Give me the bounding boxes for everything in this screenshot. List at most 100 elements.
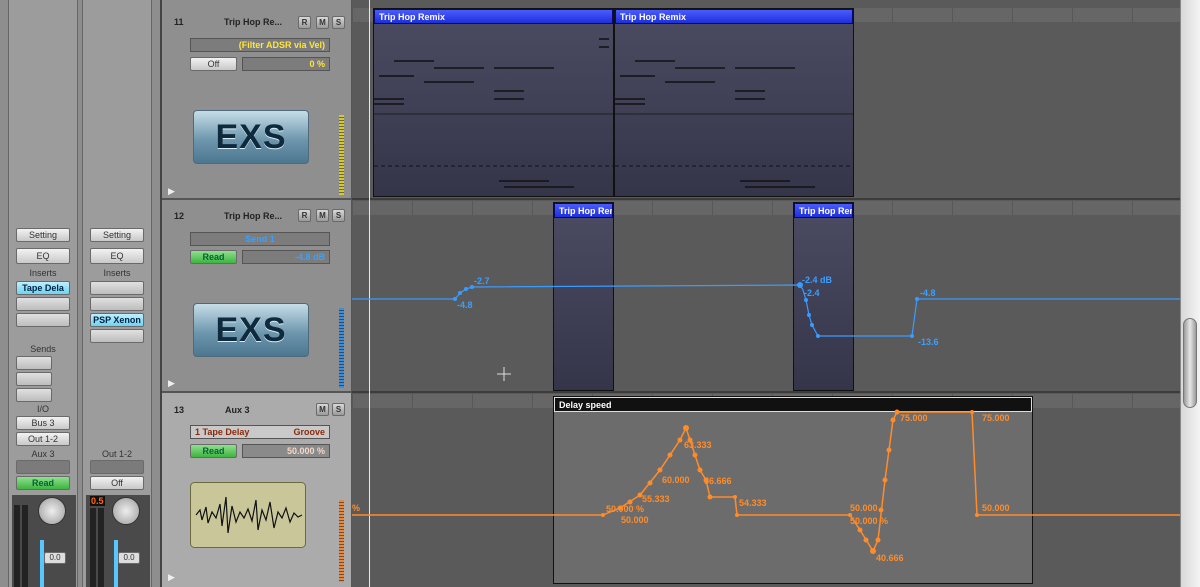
solo-button[interactable]: S	[332, 16, 345, 29]
fader-value: 0.0	[118, 552, 140, 564]
scrollbar[interactable]	[1180, 0, 1200, 587]
eq-button[interactable]: EQ	[16, 248, 70, 264]
meter	[14, 505, 20, 587]
midi-region[interactable]: Trip Hop Remi	[553, 202, 614, 391]
sends-label: Sends	[30, 344, 56, 354]
region-header: Delay speed	[554, 397, 1032, 412]
midi-region[interactable]: Trip Hop Remix	[373, 8, 614, 197]
io-label: I/O	[36, 404, 49, 414]
setting-button[interactable]: Setting	[16, 228, 70, 242]
channel-name: Out 1-2	[101, 449, 132, 459]
meter	[22, 505, 28, 587]
automation-label: 50.000 %	[850, 516, 889, 526]
automation-button[interactable]: Read	[16, 476, 70, 490]
send-slot[interactable]	[16, 356, 52, 370]
automation-label: 75.000	[900, 413, 928, 423]
peak-display: 0.5	[90, 496, 105, 506]
automation-label: %	[352, 503, 361, 513]
automation-mode[interactable]: Read	[190, 250, 237, 264]
automation-nodes	[453, 282, 919, 338]
track-name: Aux 3	[225, 405, 250, 415]
parameter-name: 1 Tape Delay	[195, 427, 250, 437]
solo-button[interactable]: S	[332, 209, 345, 222]
instrument-icon: EXS	[193, 110, 309, 164]
automation-parameter[interactable]: 1 Tape Delay Groove	[190, 425, 330, 439]
automation-label: -2.4 dB	[802, 275, 833, 285]
automation-label: 50.000	[621, 515, 649, 525]
insert-slot[interactable]	[16, 297, 70, 311]
insert-slot[interactable]: PSP Xenon	[90, 313, 144, 327]
notes	[615, 60, 815, 188]
track-number: 12	[174, 211, 185, 221]
disclosure-triangle[interactable]: ▶	[168, 186, 175, 196]
parameter-group: Groove	[293, 427, 325, 437]
track-meter	[339, 308, 344, 388]
scroll-thumb[interactable]	[1183, 318, 1197, 408]
track-name: Trip Hop Re...	[224, 17, 283, 27]
record-button[interactable]: R	[298, 16, 311, 29]
track-number: 13	[174, 405, 185, 415]
audio-icon	[190, 482, 306, 548]
inserts-label: Inserts	[29, 268, 57, 278]
insert-slot[interactable]: Tape Dela	[16, 281, 70, 295]
automation-button[interactable]: Off	[90, 476, 144, 490]
automation-label: 50.000	[850, 503, 878, 513]
send-slot[interactable]	[16, 388, 52, 402]
automation-value[interactable]: 0 %	[242, 57, 330, 71]
audio-region[interactable]: Delay speed	[553, 396, 1033, 584]
meter	[90, 508, 96, 587]
midi-notes	[374, 38, 613, 188]
meter	[98, 508, 104, 587]
automation-label: 50.000	[982, 503, 1010, 513]
record-button[interactable]: R	[298, 209, 311, 222]
pan-knob[interactable]	[38, 497, 66, 525]
eq-button[interactable]: EQ	[90, 248, 144, 264]
automation-label: 60.000	[662, 475, 690, 485]
insert-slot[interactable]	[90, 329, 144, 343]
fader-track	[40, 540, 44, 587]
automation-line	[352, 411, 1180, 553]
mute-button[interactable]: M	[316, 403, 329, 416]
automation-parameter[interactable]: (Filter ADSR via Vel)	[190, 38, 330, 52]
midi-region[interactable]: Trip Hop Remi	[793, 202, 854, 391]
region-header: Trip Hop Remix	[374, 9, 613, 24]
insert-slot[interactable]	[16, 313, 70, 327]
automation-mode[interactable]: Read	[190, 444, 237, 458]
pan-knob[interactable]	[112, 497, 140, 525]
automation-label: -2.7	[474, 276, 490, 286]
automation-label: -4.8	[457, 300, 473, 310]
automation-label: -2.4	[804, 288, 820, 298]
midi-region[interactable]: Trip Hop Remix	[614, 8, 854, 197]
automation-label: 40.666	[876, 553, 904, 563]
solo-button[interactable]: S	[332, 403, 345, 416]
audio-icon-bg	[190, 482, 306, 548]
insert-slot[interactable]	[90, 297, 144, 311]
automation-mode[interactable]: Off	[190, 57, 237, 71]
disclosure-triangle[interactable]: ▶	[168, 572, 175, 582]
group-slot[interactable]	[16, 460, 70, 474]
group-slot[interactable]	[90, 460, 144, 474]
output-button[interactable]: Out 1-2	[16, 432, 70, 446]
track-header[interactable]	[162, 0, 352, 200]
fader-value: 0.0	[44, 552, 66, 564]
fader-track	[114, 540, 118, 587]
input-button[interactable]: Bus 3	[16, 416, 70, 430]
mute-button[interactable]: M	[316, 16, 329, 29]
automation-parameter[interactable]: Send 1	[190, 232, 330, 246]
insert-slot[interactable]	[90, 281, 144, 295]
playhead	[369, 0, 370, 587]
automation-value[interactable]: -4.8 dB	[242, 250, 330, 264]
waveform	[195, 496, 303, 534]
automation-value[interactable]: 50.000 %	[242, 444, 330, 458]
track-number: 11	[174, 17, 184, 27]
automation-nodes	[601, 409, 979, 554]
region-header: Trip Hop Remi	[794, 203, 853, 218]
mute-button[interactable]: M	[316, 209, 329, 222]
automation-label: 75.000	[982, 413, 1010, 423]
disclosure-triangle[interactable]: ▶	[168, 378, 175, 388]
track-name: Trip Hop Re...	[224, 211, 283, 221]
setting-button[interactable]: Setting	[90, 228, 144, 242]
send-slot[interactable]	[16, 372, 52, 386]
